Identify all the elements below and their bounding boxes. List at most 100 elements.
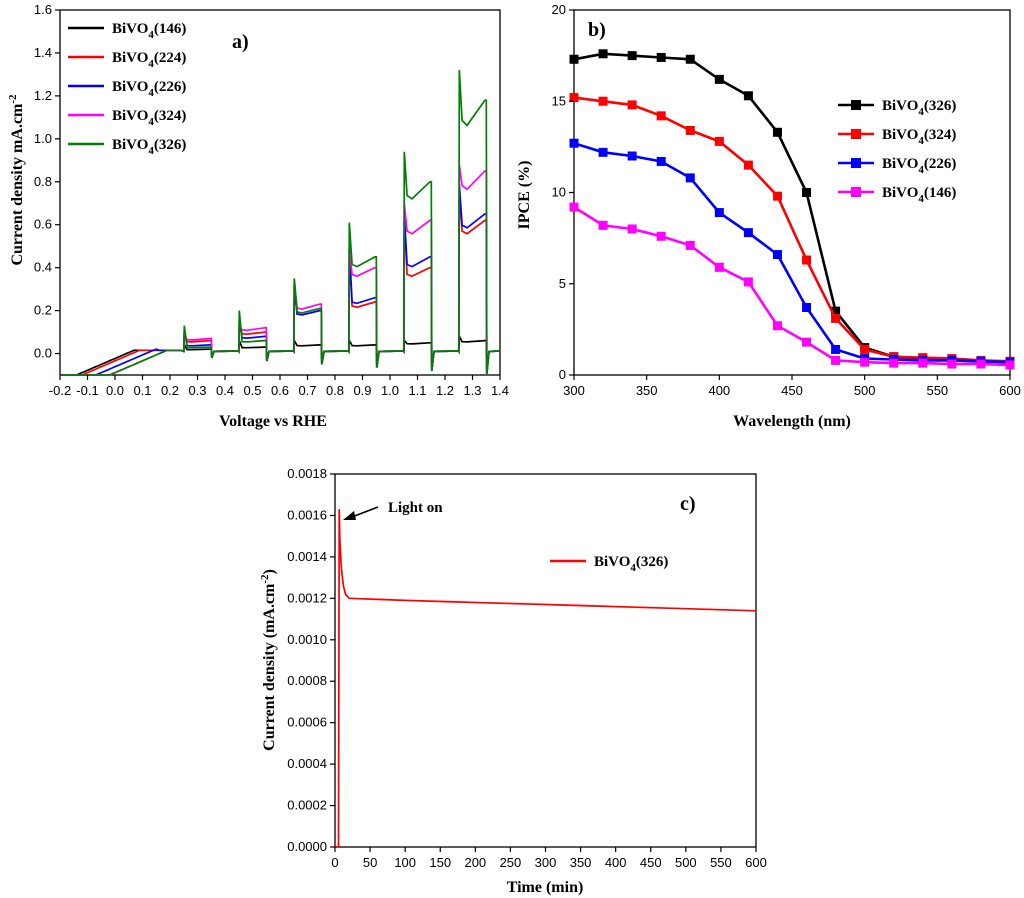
data-point: [598, 96, 608, 106]
data-point: [685, 125, 695, 135]
legend-entry-326: BiVO4(326): [882, 98, 956, 118]
data-point: [714, 136, 724, 146]
data-point: [569, 138, 579, 148]
panel-b-label: b): [588, 19, 606, 41]
y-tick-label: 1.6: [34, 2, 52, 17]
data-point: [802, 255, 812, 265]
panel-c-stability: 0 50 100 150 200 250 300 350 400 450 500 550 600 0.0…: [259, 466, 767, 896]
legend-entry-146: BiVO4(146): [112, 21, 186, 41]
data-point: [772, 321, 782, 331]
y-tick-label: 0.0014: [287, 549, 327, 564]
x-tick-label: 0.0: [106, 383, 124, 398]
data-point: [947, 359, 957, 369]
y-tick-label: 0.0012: [287, 590, 327, 605]
y-tick-label: 15: [552, 93, 566, 108]
data-point: [598, 220, 608, 230]
data-point: [656, 156, 666, 166]
panel-b-legend: BiVO4(326) BiVO4(324) BiVO4(226) BiVO4(146): [838, 98, 956, 205]
x-tick-label: 450: [781, 383, 803, 398]
x-tick-label: 500: [854, 383, 876, 398]
legend-entry-324: BiVO4(324): [882, 127, 956, 147]
data-point: [918, 358, 928, 368]
data-point: [714, 208, 724, 218]
data-point: [656, 52, 666, 62]
y-tick-label: 0.0006: [287, 715, 327, 730]
light-on-arrow: [351, 506, 379, 518]
y-tick-label: 0.0000: [287, 839, 327, 854]
data-point: [831, 344, 841, 354]
x-tick-label: 600: [999, 383, 1021, 398]
y-tick-label: 0.8: [34, 174, 52, 189]
x-tick-label: 0.3: [188, 383, 206, 398]
data-point: [743, 277, 753, 287]
panel-c-xlabel: Time (min): [507, 879, 584, 896]
y-tick-label: 5: [559, 276, 566, 291]
data-point: [976, 359, 986, 369]
x-tick-label: 350: [570, 855, 592, 870]
x-tick-label: 300: [535, 855, 557, 870]
series-line-324: [60, 164, 500, 376]
legend-entry-324: BiVO4(324): [112, 108, 186, 128]
x-tick-label: 0.1: [133, 383, 151, 398]
legend-marker: [851, 129, 861, 139]
series-line-226: [60, 183, 500, 376]
data-point: [1005, 360, 1015, 370]
legend-entry-224: BiVO4(224): [112, 50, 186, 70]
data-point: [743, 160, 753, 170]
y-tick-label: 0.0010: [287, 632, 327, 647]
panel-c-label: c): [680, 493, 696, 515]
data-point: [714, 262, 724, 272]
series-line-226: [573, 141, 1011, 364]
x-tick-label: 1.1: [408, 383, 426, 398]
data-point: [685, 54, 695, 64]
panel-b-ylabel: IPCE (%): [516, 161, 533, 230]
y-tick-label: 1.4: [34, 45, 52, 60]
data-point: [685, 173, 695, 183]
data-point: [831, 306, 841, 316]
legend-marker: [851, 100, 861, 110]
x-tick-label: 0.5: [243, 383, 261, 398]
data-point: [860, 344, 870, 354]
data-point: [598, 147, 608, 157]
light-on-annotation: Light on: [343, 500, 443, 520]
data-point: [802, 188, 812, 197]
panel-a-ylabel: Current density mA.cm-2: [7, 94, 26, 266]
data-point: [627, 224, 637, 234]
y-tick-label: 0.0004: [287, 756, 327, 771]
y-tick-label: 1.0: [34, 131, 52, 146]
y-tick-label: 0.2: [34, 303, 52, 318]
data-point: [685, 240, 695, 250]
data-point: [743, 91, 753, 101]
legend-entry-226: BiVO4(226): [112, 79, 186, 99]
y-tick-label: 0.6: [34, 217, 52, 232]
x-tick-label: 1.2: [436, 383, 454, 398]
data-point: [889, 358, 899, 368]
x-tick-label: 550: [926, 383, 948, 398]
x-tick-label: 400: [605, 855, 627, 870]
data-point: [772, 191, 782, 201]
data-point: [860, 357, 870, 367]
x-tick-label: 0.4: [216, 383, 234, 398]
panel-a-label: a): [232, 31, 249, 53]
x-tick-label: 0.2: [161, 383, 179, 398]
x-tick-label: 150: [429, 855, 451, 870]
y-tick-label: 0.0018: [287, 466, 327, 481]
data-point: [569, 54, 579, 64]
panel-a-legend: BiVO4(146) BiVO4(224) BiVO4(226) BiVO4(324)…: [68, 21, 186, 157]
panel-c-ylabel: Current density (mA.cm-2): [259, 569, 278, 751]
x-tick-label: 1.4: [491, 383, 509, 398]
x-tick-label: 100: [394, 855, 416, 870]
x-tick-label: 600: [745, 855, 767, 870]
series-line-224: [60, 192, 500, 376]
x-tick-label: 450: [640, 855, 662, 870]
y-tick-label: 10: [552, 185, 566, 200]
y-tick-label: 0.0016: [287, 507, 327, 522]
series-line-326: [60, 70, 500, 376]
data-point: [627, 151, 637, 161]
data-point: [627, 51, 637, 61]
data-point: [772, 127, 782, 137]
panel-b-ipce: 300 350 400 450 500 550 600 0 5 10 15 20 Wavelengt…: [516, 2, 1021, 430]
x-tick-label: 350: [636, 383, 658, 398]
series-line-326: [335, 509, 757, 848]
y-tick-label: 1.2: [34, 88, 52, 103]
